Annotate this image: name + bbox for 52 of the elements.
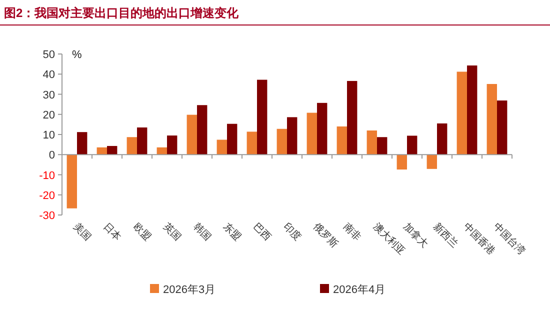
- x-tick-label: 新西兰: [430, 220, 461, 250]
- bar: [167, 136, 178, 155]
- bar: [126, 137, 137, 155]
- y-tick-label: -30: [39, 210, 55, 222]
- bar: [186, 114, 197, 155]
- bar: [336, 126, 347, 155]
- legend-label: 2026年4月: [333, 284, 386, 296]
- bar: [197, 105, 208, 155]
- y-tick-label: 20: [42, 109, 55, 122]
- bar: [486, 84, 497, 155]
- x-tick-label: 印度: [280, 220, 304, 244]
- bar: [66, 154, 77, 208]
- bar: [396, 154, 407, 170]
- y-tick-label: 0: [48, 150, 55, 162]
- bar: [246, 132, 257, 155]
- y-tick-label: -10: [39, 170, 55, 182]
- x-tick-label: 南非: [340, 220, 364, 244]
- x-tick-label: 欧盟: [130, 220, 154, 244]
- x-tick-label: 东盟: [220, 220, 244, 244]
- bar: [377, 137, 388, 155]
- y-tick-label: 30: [42, 89, 55, 102]
- bar: [287, 117, 298, 155]
- bar: [366, 130, 377, 155]
- bar: [216, 140, 227, 155]
- x-tick-label: 日本: [100, 220, 124, 244]
- legend-label: 2026年3月: [163, 284, 216, 296]
- x-tick-label: 韩国: [190, 220, 214, 244]
- bar: [426, 154, 437, 169]
- y-tick-label: 10: [42, 130, 55, 142]
- y-tick-label: -20: [39, 190, 55, 202]
- bar: [456, 72, 467, 155]
- bar: [276, 128, 287, 155]
- bar: [306, 112, 317, 155]
- bar: [347, 80, 358, 155]
- bar: [407, 136, 418, 155]
- bar: [437, 123, 448, 155]
- bar: [317, 102, 328, 155]
- x-tick-label: 巴西: [250, 221, 273, 244]
- bar: [137, 127, 148, 155]
- y-axis-title: %: [72, 49, 82, 61]
- x-tick-label: 美国: [70, 220, 94, 244]
- x-tick-label: 俄罗斯: [310, 220, 341, 250]
- bar: [227, 124, 238, 155]
- chart-title: 图2：我国对主要出口目的地的出口增速变化: [4, 6, 240, 20]
- y-tick-label: 50: [42, 49, 55, 61]
- bar: [257, 80, 268, 155]
- x-tick-label: 英国: [160, 220, 184, 244]
- bar: [107, 146, 118, 155]
- y-tick-label: 40: [42, 69, 55, 82]
- bar: [497, 100, 508, 155]
- bar: [77, 132, 88, 155]
- bar: [467, 65, 478, 155]
